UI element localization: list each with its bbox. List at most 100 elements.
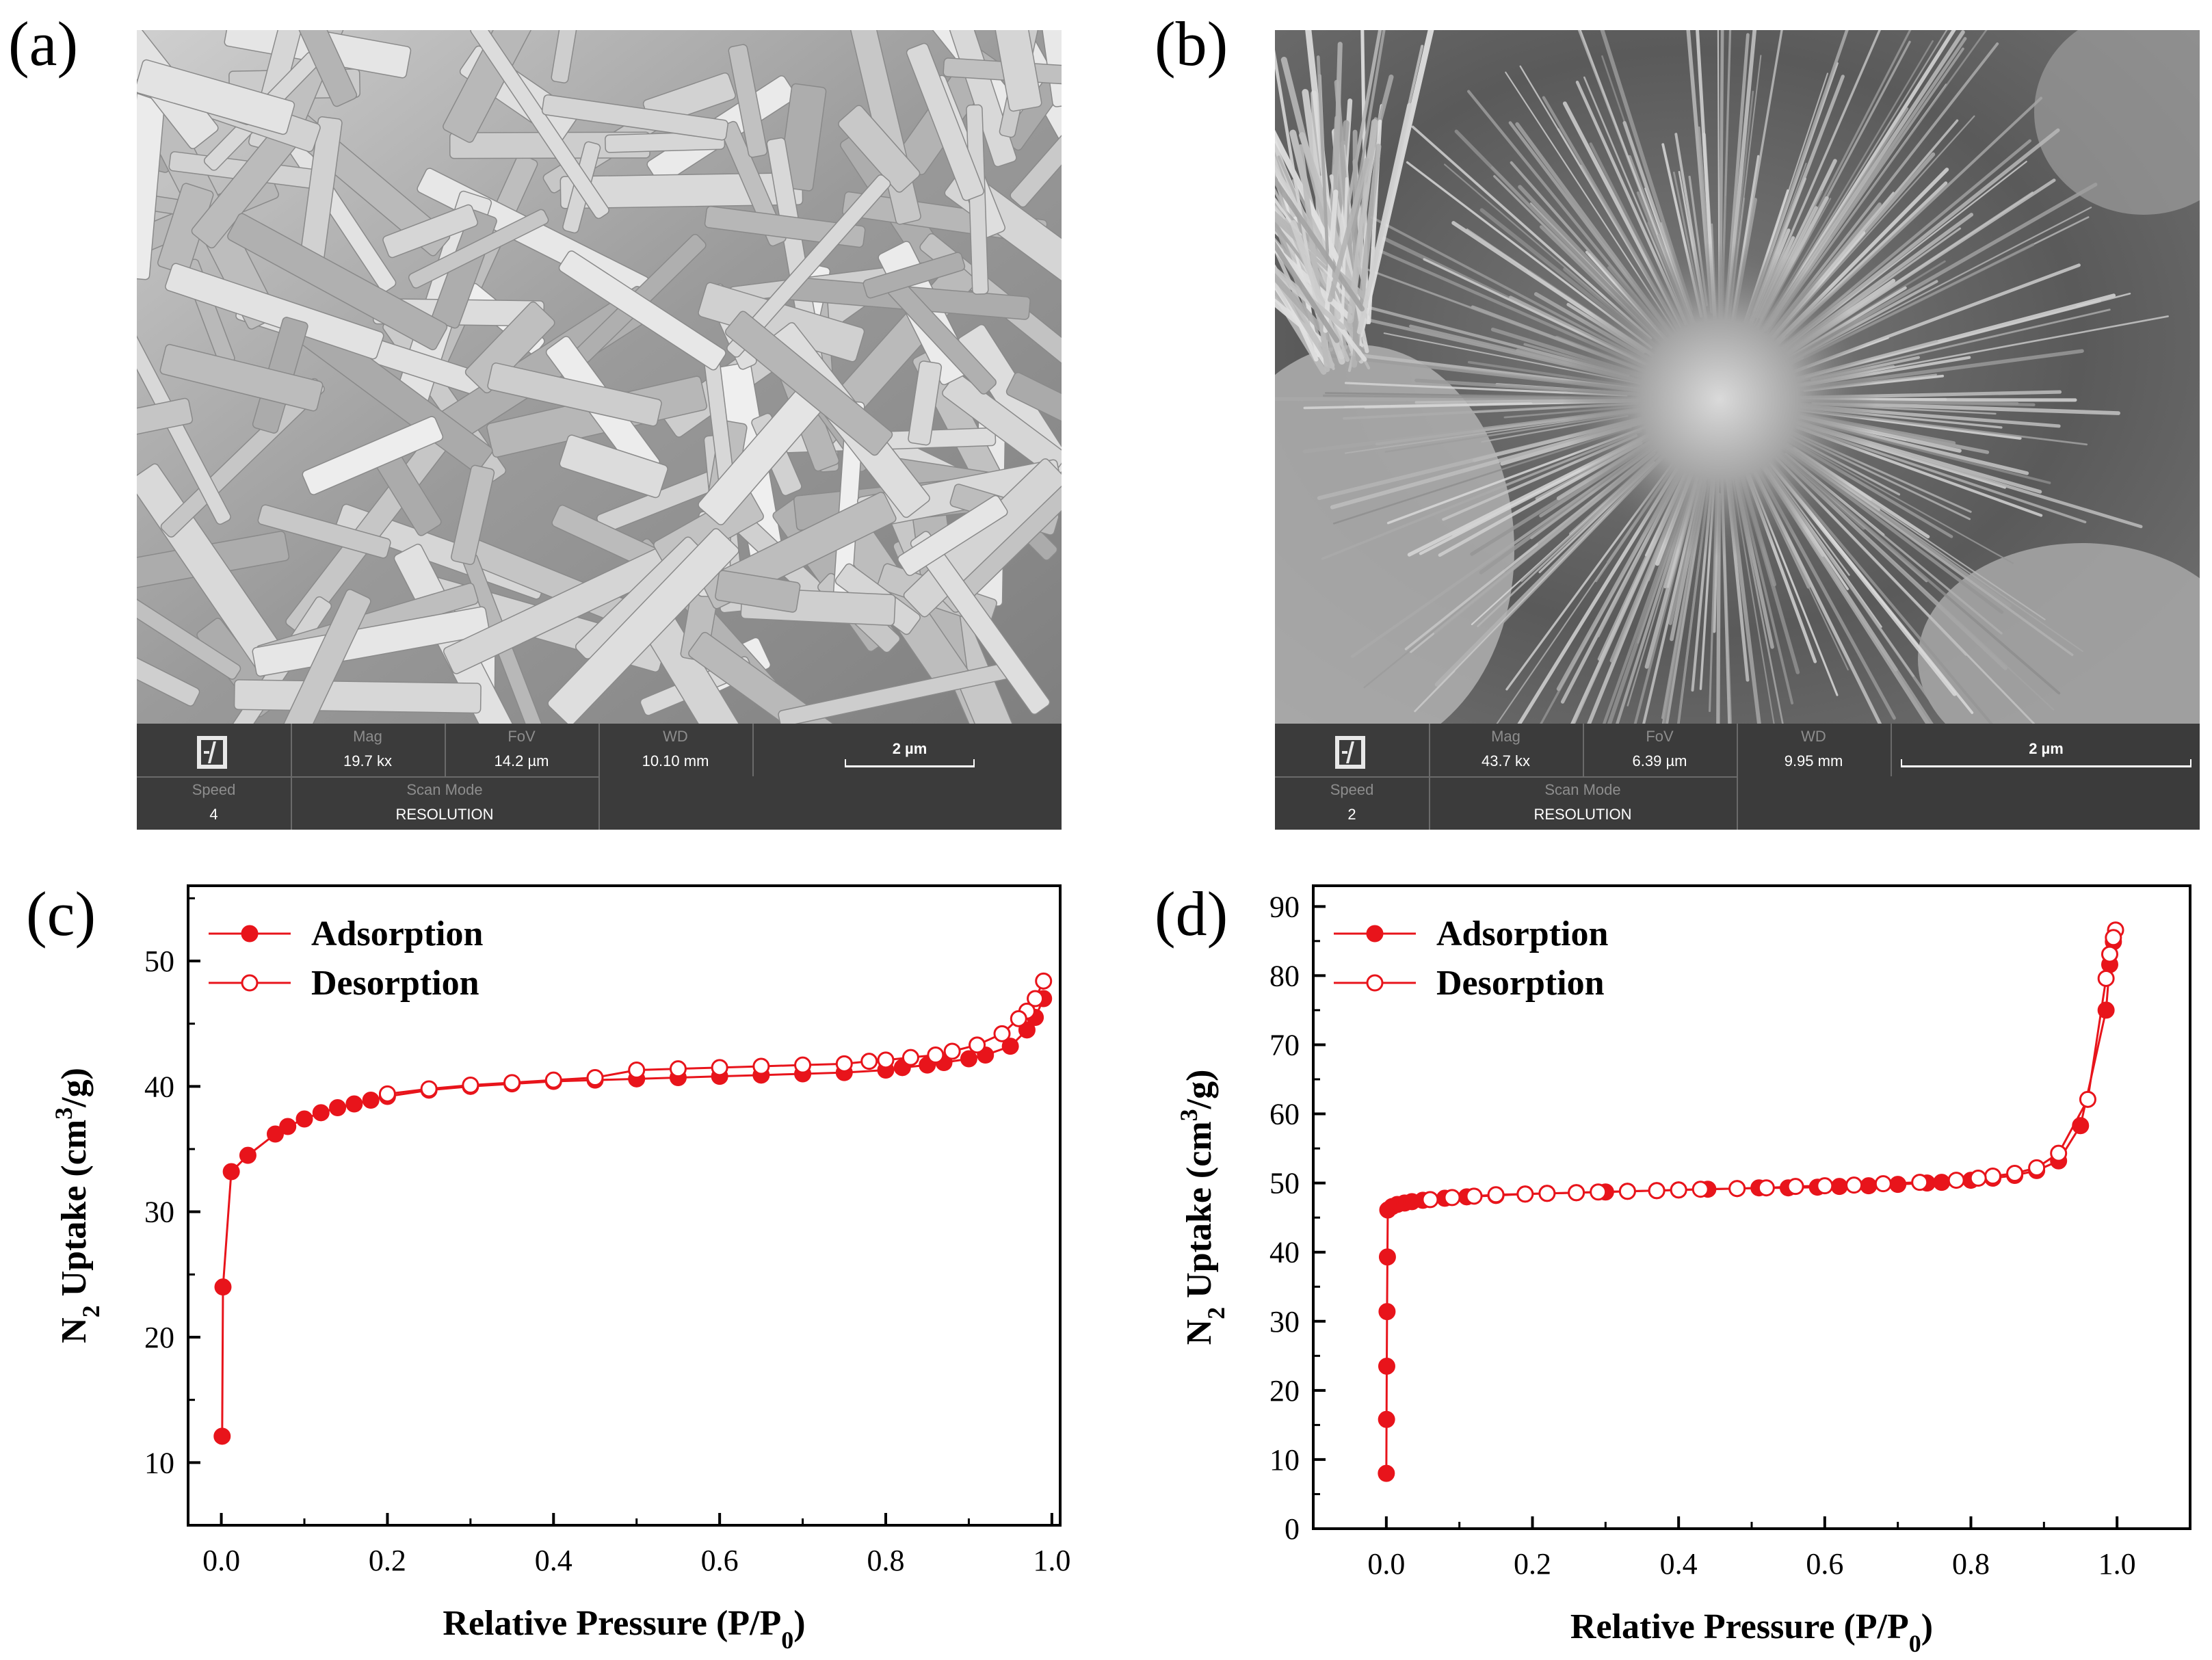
data-point-desorption — [2101, 945, 2118, 963]
data-point-adsorption — [213, 1427, 231, 1445]
data-point-desorption — [2028, 1159, 2046, 1176]
needle-cluster-left — [1275, 30, 1434, 375]
data-point-adsorption — [222, 1163, 240, 1181]
sem-image-b: Mag 43.7 kx FoV 6.39 µm WD 9.95 mm 2 µm … — [1275, 30, 2200, 830]
x-tick-label: 0.4 — [535, 1544, 572, 1577]
rod-crystal — [838, 105, 921, 193]
data-point-desorption — [711, 1059, 728, 1077]
data-point-adsorption — [1860, 1177, 1878, 1195]
series-line-adsorption — [1385, 941, 2115, 1474]
scan-mode-header: Scan Mode — [406, 781, 483, 798]
data-point-adsorption — [1830, 1178, 1848, 1196]
panel-label-b: (b) — [1155, 9, 1228, 79]
wd-header: WD — [663, 728, 688, 745]
rod-crystal — [1039, 30, 1062, 107]
x-tick-label: 0.8 — [867, 1544, 905, 1577]
legend-label: Adsorption — [1436, 914, 1608, 953]
x-tick-label: 1.0 — [2098, 1547, 2136, 1581]
legend-label: Desorption — [1436, 964, 1605, 1003]
y-tick-label: 50 — [144, 945, 174, 978]
y-tick-label: 30 — [1269, 1305, 1300, 1339]
data-point-adsorption — [2097, 1001, 2115, 1019]
data-point-adsorption — [267, 1125, 284, 1143]
needle — [1298, 132, 1360, 305]
sem-info-bar-a: Mag 19.7 kx FoV 14.2 µm WD 10.10 mm 2 µm… — [137, 724, 1062, 830]
data-point-adsorption — [1889, 1176, 1907, 1194]
scan-mode-value: RESOLUTION — [1533, 806, 1632, 823]
x-tick-label: 1.0 — [1033, 1544, 1070, 1577]
x-axis-label: Relative Pressure (P/P0) — [443, 1604, 805, 1654]
speed-value: 4 — [209, 806, 218, 823]
y-tick-label: 70 — [1269, 1028, 1300, 1062]
rod-crystal — [559, 434, 668, 499]
rod-crystal — [906, 42, 985, 201]
data-point-desorption — [1027, 990, 1044, 1007]
x-tick-label: 0.4 — [1660, 1547, 1698, 1581]
chart-svg-d: 0.0 0.2 0.4 0.6 0.8 1.0 0 10 20 30 40 50 60 70 80 90 Rel… — [1175, 884, 2191, 1657]
data-point-desorption — [1911, 1174, 1929, 1191]
y-tick-label: 50 — [1269, 1167, 1300, 1200]
data-point-desorption — [2050, 1144, 2068, 1162]
fov-value: 6.39 µm — [1632, 752, 1687, 769]
rod-crystal — [547, 528, 739, 724]
data-point-desorption — [1984, 1168, 2002, 1185]
needle — [1275, 272, 1342, 352]
rod-crystal — [558, 250, 726, 371]
y-tick-label: 60 — [1269, 1098, 1300, 1131]
data-point-desorption — [943, 1042, 961, 1060]
data-point-desorption — [1691, 1181, 1709, 1198]
data-point-desorption — [1728, 1180, 1746, 1198]
data-point-desorption — [1648, 1182, 1665, 1200]
data-point-adsorption — [960, 1050, 977, 1068]
legend-marker — [1366, 974, 1384, 992]
x-tick-label: 0.2 — [1514, 1547, 1551, 1581]
scale-bar — [845, 759, 975, 767]
data-point-desorption — [2097, 969, 2115, 987]
rod-crystal — [233, 679, 482, 714]
wd-header: WD — [1801, 728, 1826, 745]
needle — [1280, 57, 1362, 361]
data-point-desorption — [1670, 1181, 1687, 1199]
x-tick-label: 0.2 — [369, 1544, 406, 1577]
data-point-adsorption — [1018, 1021, 1036, 1039]
data-point-desorption — [2105, 929, 2122, 947]
data-point-desorption — [835, 1055, 853, 1072]
data-point-adsorption — [1378, 1303, 1396, 1321]
data-point-desorption — [1035, 972, 1053, 990]
rod-crystal — [715, 570, 801, 613]
needle — [1275, 287, 1327, 375]
data-point-desorption — [1421, 1191, 1439, 1209]
needle — [1356, 103, 1412, 334]
sem-image-a: Mag 19.7 kx FoV 14.2 µm WD 10.10 mm 2 µm… — [137, 30, 1062, 830]
data-point-desorption — [877, 1051, 895, 1069]
data-point-adsorption — [1378, 1357, 1395, 1375]
chart-svg-c: 0.0 0.2 0.4 0.6 0.8 1.0 10 20 30 40 50 Relative Pre… — [50, 884, 1070, 1654]
needle — [1347, 118, 1378, 324]
needle — [1275, 298, 1323, 343]
y-axis-label: N2 Uptake (cm3/g) — [50, 1068, 105, 1343]
y-tick-label: 10 — [1269, 1443, 1300, 1477]
data-point-adsorption — [312, 1104, 330, 1122]
rod-crystal — [382, 204, 478, 259]
y-tick-label: 20 — [1269, 1374, 1300, 1408]
mag-header: Mag — [353, 728, 382, 745]
needle — [1275, 172, 1335, 371]
data-point-desorption — [420, 1080, 438, 1098]
data-point-desorption — [752, 1057, 770, 1075]
data-point-adsorption — [1933, 1174, 1951, 1191]
data-point-desorption — [1516, 1185, 1534, 1203]
rod-crystal — [137, 540, 241, 680]
rod-crystal — [991, 30, 1042, 112]
data-point-adsorption — [362, 1092, 380, 1109]
rod-crystal — [252, 606, 490, 677]
scale-bar-label: 2 µm — [2029, 740, 2064, 757]
legend-marker — [241, 974, 259, 992]
data-point-desorption — [628, 1062, 646, 1079]
speed-header: Speed — [192, 781, 236, 798]
data-point-desorption — [927, 1046, 945, 1064]
rod-crystal — [159, 343, 324, 412]
rod-crystal — [137, 397, 194, 439]
wd-value: 9.95 mm — [1784, 752, 1843, 769]
y-tick-label: 20 — [144, 1321, 174, 1354]
y-tick-label: 0 — [1285, 1512, 1300, 1546]
